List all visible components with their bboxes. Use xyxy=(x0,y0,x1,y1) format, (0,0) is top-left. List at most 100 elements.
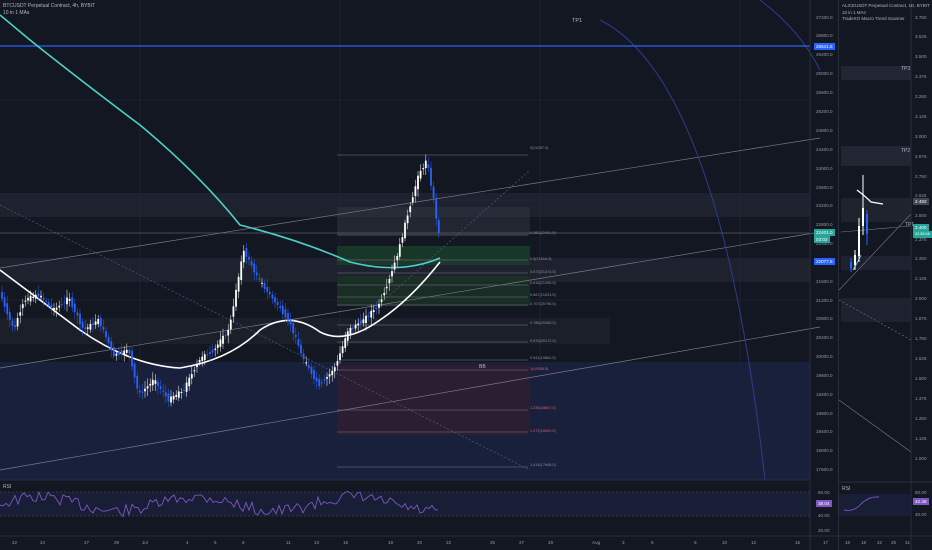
candle-body xyxy=(279,306,282,309)
right-indicator-label[interactable]: 10 in 1 MAs xyxy=(842,10,866,15)
tp1-marker-right: TP1 xyxy=(905,222,915,228)
price-axis-label: 18400.0 xyxy=(816,429,833,434)
candle-body xyxy=(333,367,336,372)
left-chart-canvas[interactable] xyxy=(0,0,838,550)
candle-body xyxy=(92,323,94,326)
candle-body xyxy=(157,381,159,386)
price-axis-label: 22400.0 xyxy=(816,241,833,246)
candle-body xyxy=(437,220,440,234)
candle-body xyxy=(372,310,375,312)
candle-body xyxy=(76,312,79,316)
candle-body xyxy=(326,377,328,379)
price-axis-label: 19600.0 xyxy=(816,373,833,378)
time-axis-label: 10 xyxy=(722,540,728,545)
candle-body xyxy=(45,300,48,302)
price-axis-label: 20400.0 xyxy=(816,335,833,340)
candle-body xyxy=(406,215,409,224)
candle-body xyxy=(245,247,248,257)
price-axis-label: 1.750 xyxy=(915,336,927,341)
candle-body xyxy=(323,379,326,381)
candle-body xyxy=(235,289,237,307)
candle-body xyxy=(107,336,110,344)
price-axis-label: 23200.0 xyxy=(816,203,833,208)
candle-body xyxy=(289,320,292,325)
candle-body xyxy=(58,305,61,308)
candle-body xyxy=(378,303,380,308)
candle-body xyxy=(32,296,35,298)
price-axis-label: 25600.0 xyxy=(816,90,833,95)
time-axis-label: 18 xyxy=(861,540,867,545)
candle-body xyxy=(359,320,362,324)
candle-body xyxy=(47,302,50,306)
price-axis-label: 27200.0 xyxy=(816,15,833,20)
price-axis-label: 2.125 xyxy=(915,276,927,281)
fib-label: 0.941(19862.5) xyxy=(530,356,556,360)
right-price-tag: 2.482 xyxy=(913,198,929,205)
candle-body xyxy=(110,341,113,351)
time-axis-label: 27 xyxy=(519,540,525,545)
candle-body xyxy=(133,363,136,378)
candle-body xyxy=(141,391,144,393)
candle-body xyxy=(352,327,354,329)
candle-body xyxy=(214,348,217,350)
candle-body xyxy=(8,312,11,320)
price-axis-label: 26000.0 xyxy=(816,71,833,76)
candles xyxy=(1,154,440,407)
candle-body xyxy=(203,354,206,361)
candle-body xyxy=(349,327,352,334)
right-chart-canvas[interactable] xyxy=(839,0,932,550)
time-axis-label: 29 xyxy=(114,540,120,545)
candle-body xyxy=(6,303,9,315)
price-axis-label: 18000.0 xyxy=(816,448,833,453)
candle-body xyxy=(302,353,305,360)
candle-body xyxy=(417,175,419,190)
fib-label: 0.573(21474.5) xyxy=(530,270,556,274)
candle-body xyxy=(105,330,107,338)
time-axis-label: 8 xyxy=(242,540,245,545)
candle-body xyxy=(97,319,100,325)
right-current-price-tag: 2.400 xyxy=(913,224,929,231)
time-axis-label: 20 xyxy=(417,540,423,545)
candle-body xyxy=(175,394,178,397)
candle-body xyxy=(313,370,315,379)
secondary-price-tag: 22077.5 xyxy=(814,258,835,265)
right-chart-pane[interactable]: ALICEUSDT Perpetual Contract, 1D, BYBIT … xyxy=(838,0,932,550)
time-axis-label: 6 xyxy=(214,540,217,545)
candle-body xyxy=(339,353,341,360)
candle-body xyxy=(128,349,131,354)
price-axis-label: 21200.0 xyxy=(816,298,833,303)
candle-body xyxy=(393,262,396,270)
time-axis-label: 12 xyxy=(751,540,757,545)
price-axis-label: 3.750 xyxy=(915,15,927,20)
candle-body xyxy=(102,326,105,330)
price-axis-label: 1.250 xyxy=(915,416,927,421)
candle-body xyxy=(167,393,170,402)
fib-label: 1(19556.5) xyxy=(530,367,549,371)
candle-body xyxy=(240,261,243,280)
candle-body xyxy=(53,307,55,311)
price-axis-label: 2.750 xyxy=(915,174,927,179)
candle-body xyxy=(211,349,214,353)
candle-body xyxy=(144,388,146,392)
candle-body xyxy=(201,356,204,361)
highlight-price-tag: 25541.5 xyxy=(814,43,835,50)
candle-body xyxy=(99,317,102,327)
rsi-axis-label: 60.00 xyxy=(818,490,830,495)
time-axis-label: 22 xyxy=(446,540,452,545)
candle-body xyxy=(115,353,118,356)
candle-body xyxy=(84,327,87,330)
fib-label: 0.707(20796.5) xyxy=(530,302,556,306)
price-axis-label: 2.375 xyxy=(915,237,927,242)
candle-body xyxy=(354,324,357,329)
candle-body xyxy=(196,364,198,368)
candle-body xyxy=(385,286,388,289)
rsi-axis-label: 20.00 xyxy=(818,528,830,533)
fib-label: 1.414(17648.0) xyxy=(530,463,556,467)
right-indicator-label[interactable]: TradeXO Macro Trend Scanner xyxy=(842,16,905,21)
left-indicator-label[interactable]: 10 in 1 MAs xyxy=(3,10,30,16)
price-axis-label: 2.000 xyxy=(915,296,927,301)
candle-body xyxy=(183,389,185,391)
candle-body xyxy=(250,261,253,266)
left-chart-pane[interactable]: BTCUSDT Perpetual Contract, 4h, BYBIT 10… xyxy=(0,0,838,550)
